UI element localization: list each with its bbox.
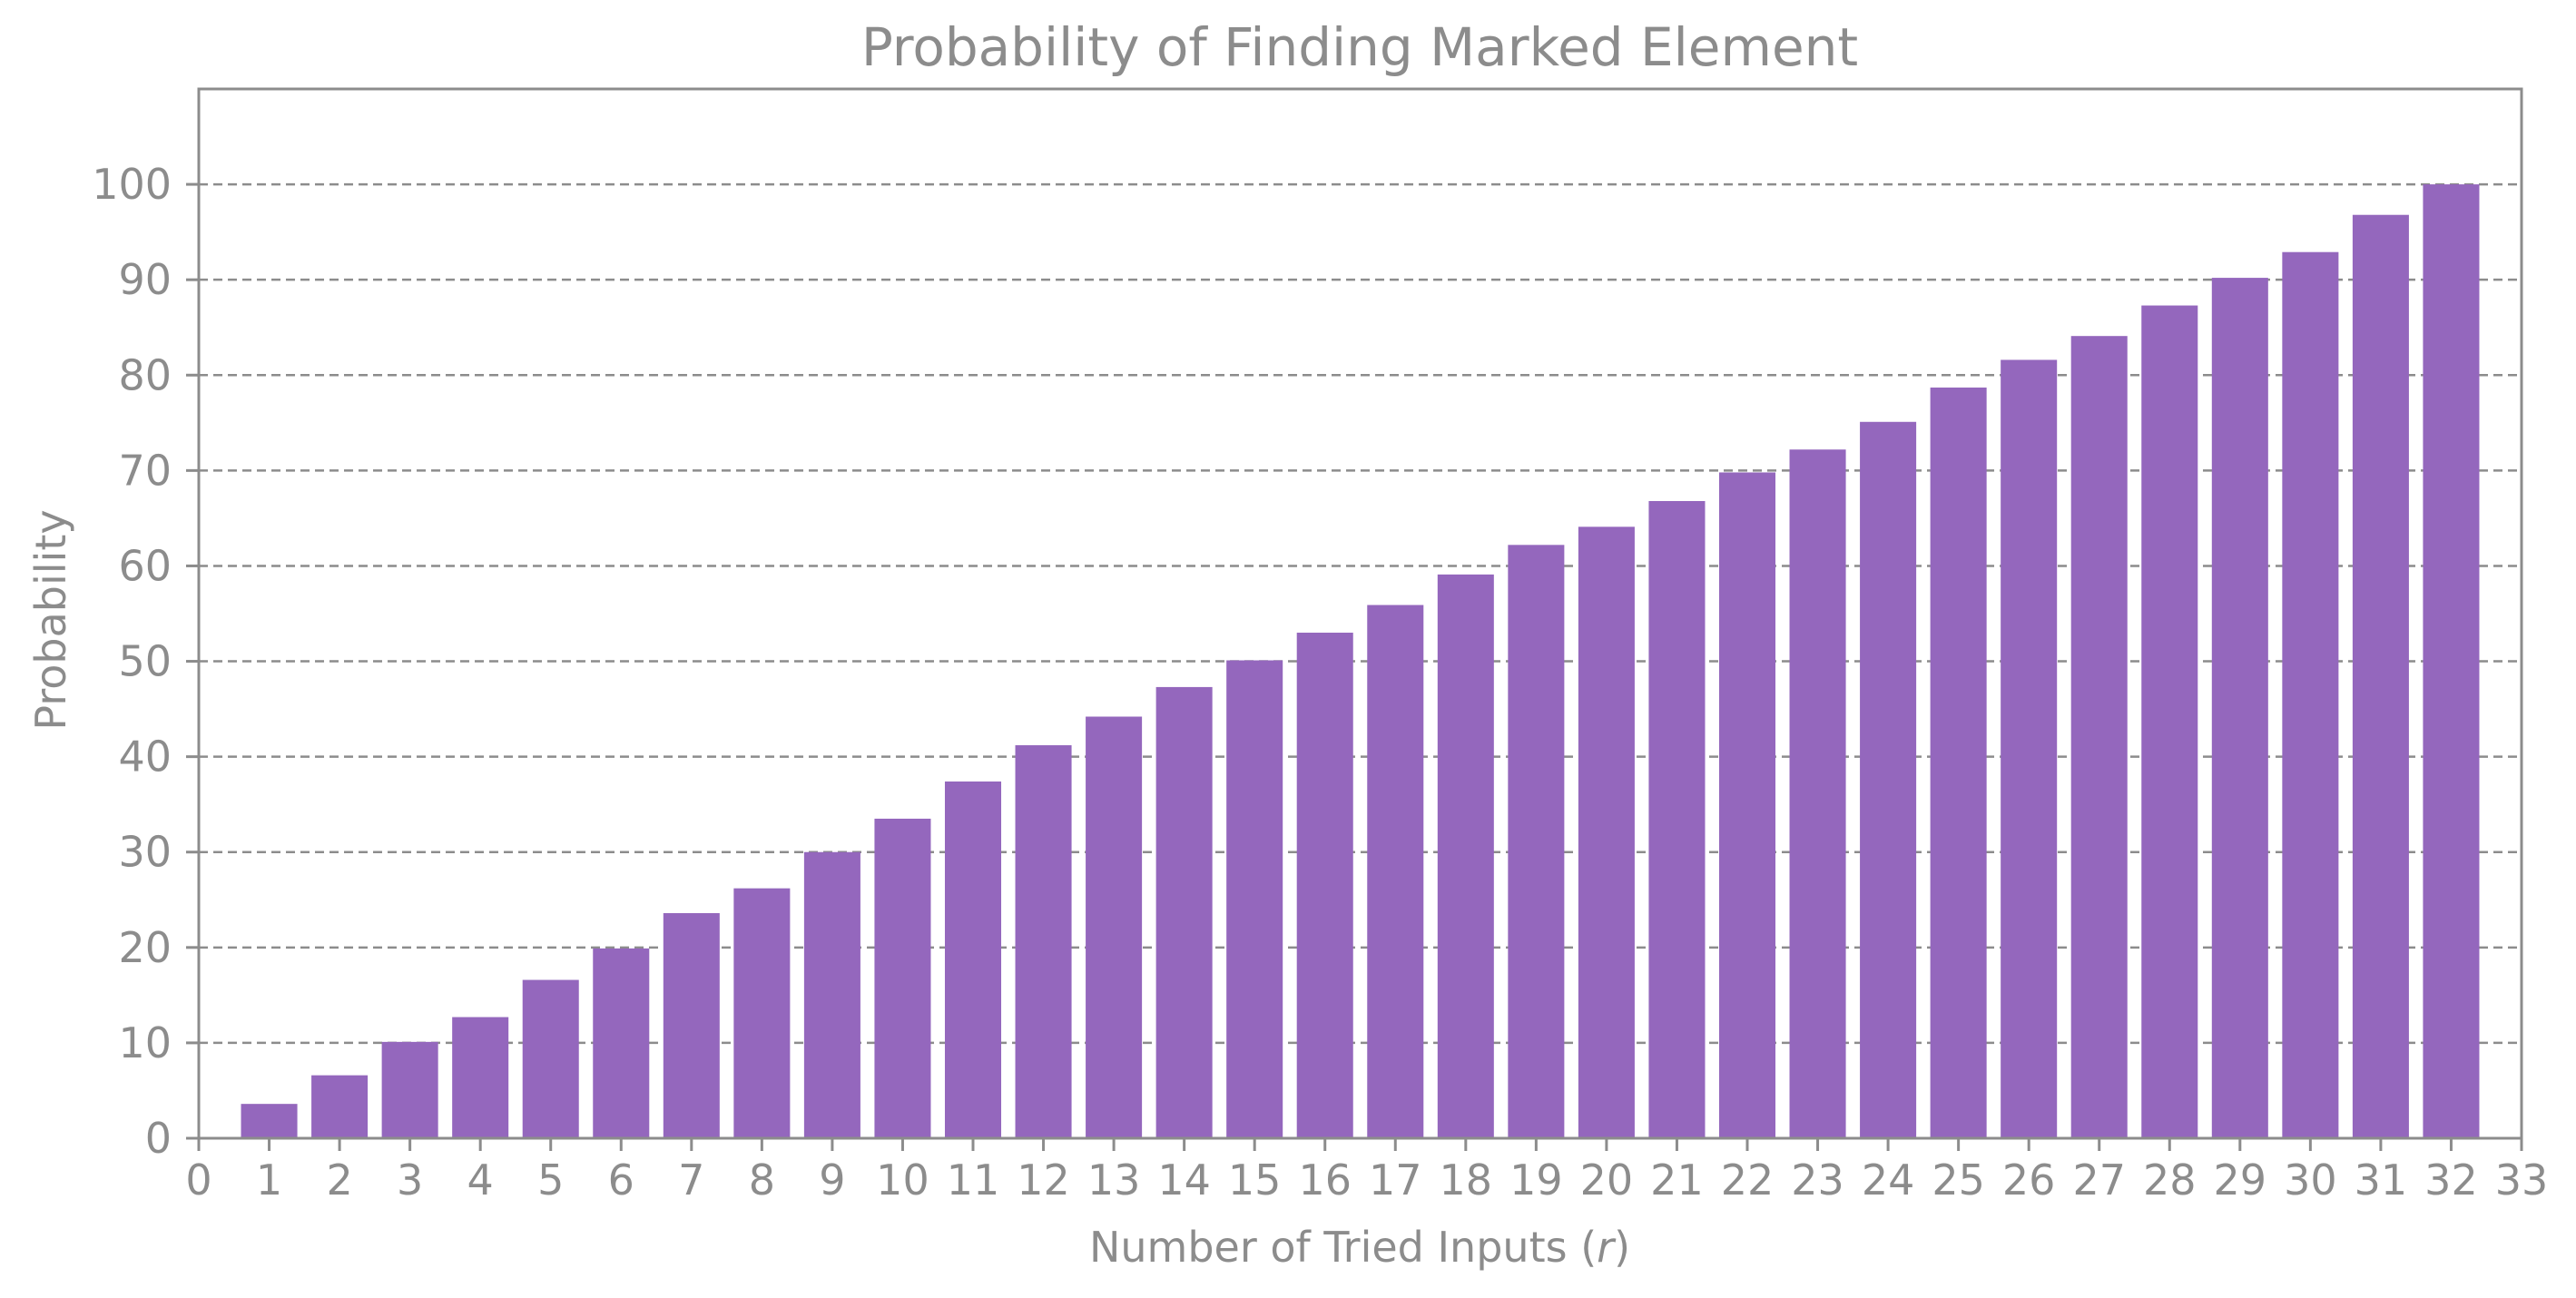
y-axis-label: Probability xyxy=(26,509,75,730)
x-tick-label: 16 xyxy=(1298,1155,1352,1205)
x-tick-label: 18 xyxy=(1440,1155,1493,1205)
y-tick-label: 0 xyxy=(145,1114,172,1163)
x-axis-label: Number of Tried Inputs (r) xyxy=(1089,1223,1630,1272)
bar-13 xyxy=(1086,716,1143,1138)
x-axis-label-variable: r xyxy=(1597,1223,1617,1272)
bar-9 xyxy=(803,851,860,1138)
bar-7 xyxy=(663,912,720,1138)
x-tick-label: 5 xyxy=(537,1155,564,1205)
x-tick-label: 9 xyxy=(819,1155,845,1205)
bar-3 xyxy=(381,1041,438,1138)
x-tick-label: 26 xyxy=(2002,1155,2056,1205)
x-tick-label: 12 xyxy=(1017,1155,1070,1205)
y-tick-label: 70 xyxy=(118,446,172,495)
bar-31 xyxy=(2352,214,2409,1139)
x-tick-label: 20 xyxy=(1580,1155,1634,1205)
x-tick-label: 13 xyxy=(1087,1155,1141,1205)
y-tick-label: 90 xyxy=(118,255,172,304)
x-tick-label: 14 xyxy=(1157,1155,1211,1205)
bar-19 xyxy=(1508,545,1565,1138)
x-tick-label: 7 xyxy=(678,1155,704,1205)
bar-4 xyxy=(452,1017,509,1138)
bar-5 xyxy=(522,979,579,1138)
x-tick-label: 11 xyxy=(947,1155,1000,1205)
x-tick-label: 2 xyxy=(326,1155,352,1205)
plot-frame xyxy=(197,87,2523,1140)
bar-1 xyxy=(241,1104,298,1138)
bar-27 xyxy=(2070,336,2128,1139)
bar-23 xyxy=(1789,449,1846,1138)
bar-6 xyxy=(593,948,650,1138)
x-tick-label: 4 xyxy=(467,1155,494,1205)
y-tick-label: 40 xyxy=(118,733,172,782)
bar-15 xyxy=(1226,660,1283,1138)
x-tick-label: 17 xyxy=(1369,1155,1422,1205)
y-tick-label: 30 xyxy=(118,828,172,877)
bar-14 xyxy=(1155,686,1213,1138)
bar-32 xyxy=(2423,184,2480,1138)
x-tick-label: 30 xyxy=(2284,1155,2337,1205)
x-tick-label: 27 xyxy=(2072,1155,2126,1205)
x-tick-label: 6 xyxy=(608,1155,634,1205)
bar-2 xyxy=(311,1075,369,1138)
bar-26 xyxy=(2001,359,2058,1138)
bar-18 xyxy=(1437,574,1494,1138)
x-tick-label: 15 xyxy=(1228,1155,1282,1205)
x-tick-label: 21 xyxy=(1650,1155,1704,1205)
x-tick-label: 10 xyxy=(876,1155,929,1205)
x-tick-label: 28 xyxy=(2143,1155,2197,1205)
x-tick-label: 25 xyxy=(1932,1155,1985,1205)
bar-28 xyxy=(2141,305,2198,1138)
x-tick-label: 23 xyxy=(1791,1155,1844,1205)
bar-25 xyxy=(1930,387,1987,1138)
x-tick-label: 8 xyxy=(749,1155,775,1205)
y-tick-label: 80 xyxy=(118,350,172,399)
x-axis-label-suffix: ) xyxy=(1614,1223,1630,1272)
x-tick-label: 22 xyxy=(1721,1155,1775,1205)
x-tick-label: 3 xyxy=(397,1155,423,1205)
bar-29 xyxy=(2211,278,2268,1139)
y-tick-label: 100 xyxy=(92,160,172,209)
bar-12 xyxy=(1015,745,1072,1138)
bar-20 xyxy=(1578,526,1635,1138)
bar-22 xyxy=(1718,472,1776,1138)
y-tick-label: 50 xyxy=(118,637,172,686)
y-tick-label: 10 xyxy=(118,1018,172,1067)
x-tick-label: 19 xyxy=(1509,1155,1563,1205)
x-axis-label-text: Number of Tried Inputs ( xyxy=(1089,1223,1597,1272)
x-tick-label: 32 xyxy=(2424,1155,2478,1205)
bar-17 xyxy=(1367,605,1424,1138)
x-tick-label: 0 xyxy=(185,1155,211,1205)
bar-11 xyxy=(944,781,1002,1138)
bars xyxy=(241,184,2480,1139)
x-tick-label: 33 xyxy=(2495,1155,2549,1205)
y-tick-label: 20 xyxy=(118,923,172,972)
bar-8 xyxy=(733,888,791,1138)
bar-30 xyxy=(2282,251,2339,1138)
x-tick-label: 24 xyxy=(1862,1155,1915,1205)
gridlines xyxy=(199,182,2522,1045)
bar-21 xyxy=(1648,500,1706,1138)
x-tick-label: 31 xyxy=(2355,1155,2408,1205)
x-tick-label: 29 xyxy=(2214,1155,2267,1205)
x-tick-label: 1 xyxy=(256,1155,282,1205)
y-tick-label: 60 xyxy=(118,541,172,590)
bar-24 xyxy=(1860,421,1917,1138)
bar-10 xyxy=(874,818,931,1138)
chart-title: Probability of Finding Marked Element xyxy=(861,16,1858,78)
bar-16 xyxy=(1296,633,1353,1138)
